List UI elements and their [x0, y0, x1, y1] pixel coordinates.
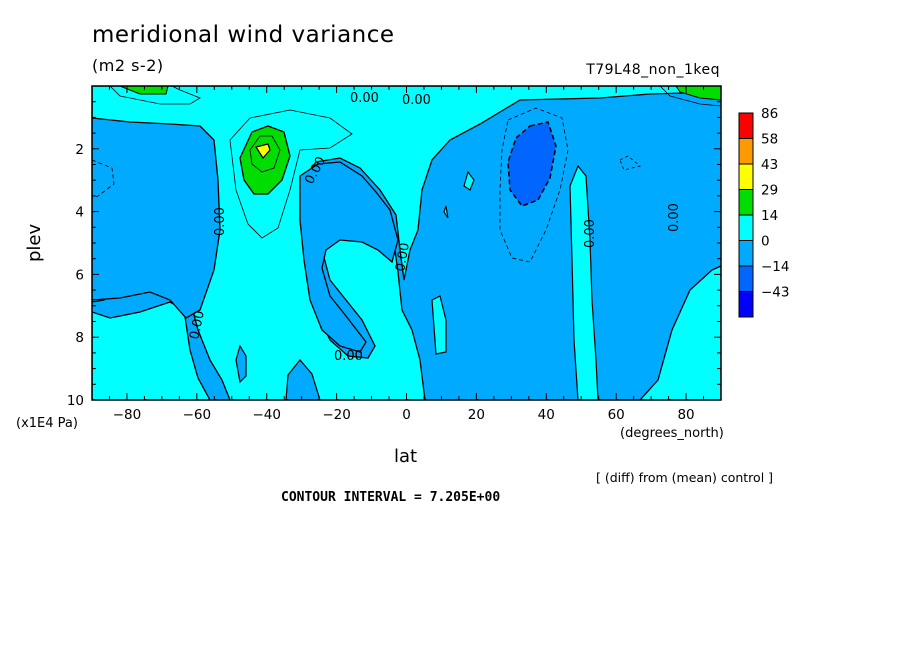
- field-negative-mid: [299, 161, 399, 353]
- y-tick-label: 4: [75, 205, 84, 221]
- y-tick-label: 6: [75, 267, 84, 283]
- contour-label: 0.00: [334, 349, 363, 364]
- colorbar-label: −43: [761, 285, 790, 301]
- field-positive-nub: [463, 170, 475, 191]
- x-axis-label: lat: [394, 446, 418, 467]
- field-negative-blob: [235, 344, 247, 384]
- colorbar-swatch: [738, 214, 754, 241]
- x-tick-labels: −80 −60 −40 −20 0 20 40 60 80: [113, 407, 695, 423]
- y-tick-label: 10: [67, 393, 84, 409]
- x-tick-label: −20: [322, 407, 351, 423]
- colorbar-label: 43: [761, 157, 778, 173]
- field-yellow: [255, 143, 271, 159]
- colorbar-swatch: [738, 163, 754, 190]
- colorbar-swatch: [738, 138, 754, 165]
- x-tick-label: −80: [113, 407, 142, 423]
- colorbar-label: −14: [761, 259, 790, 275]
- contour-dashed-outer: [499, 107, 569, 263]
- contour-green-inner: [249, 135, 281, 173]
- contour-labels: 0.00 0.00 0.00 0.00 0.00 0.00 0.00 0.00 …: [187, 91, 682, 364]
- y-tick-labels: 2 4 6 8 10: [67, 142, 84, 409]
- contour-label: 0.00: [402, 93, 431, 108]
- field-positive-nub2: [443, 205, 449, 219]
- colorbar-swatch: [738, 189, 754, 216]
- x-axis-unit: (degrees_north): [620, 426, 724, 441]
- chart-title: meridional wind variance: [92, 22, 395, 48]
- field-green-ne: [675, 86, 721, 101]
- colorbar-swatch: [738, 112, 754, 139]
- y-tick-label: 8: [75, 330, 84, 346]
- contour-label: 0.00: [187, 309, 208, 340]
- field-positive-bottom: [92, 301, 211, 400]
- x-tick-label: −60: [183, 407, 212, 423]
- colorbar-label: 0: [761, 234, 770, 250]
- chart-units: (m2 s-2): [92, 56, 164, 75]
- field-negative-south: [285, 359, 321, 400]
- colorbar-label: 29: [761, 183, 778, 199]
- field-positive-east: [639, 265, 721, 400]
- contour-dashed-east: [619, 155, 641, 171]
- x-tick-label: 60: [608, 407, 625, 423]
- x-tick-label: 40: [538, 407, 555, 423]
- x-tick-label: −40: [252, 407, 281, 423]
- field-green: [239, 125, 291, 195]
- y-tick-label: 2: [75, 142, 84, 158]
- contour-interval: CONTOUR INTERVAL = 7.205E+00: [281, 490, 501, 505]
- field-strong-negative: [507, 121, 557, 207]
- contour-ne-ring: [659, 86, 721, 107]
- diff-note: [ (diff) from (mean) control ]: [596, 470, 774, 485]
- contour-label: 0.00: [350, 91, 379, 106]
- colorbar-label: 14: [761, 208, 778, 224]
- contour-label: 0.00: [213, 207, 228, 236]
- colorbar-label: 58: [761, 132, 778, 148]
- colorbar-swatch: [738, 291, 754, 318]
- contour-label: 0.00: [667, 203, 682, 232]
- contour-fields: [92, 86, 721, 400]
- x-axis: [91, 86, 722, 400]
- x-tick-label: 80: [677, 407, 694, 423]
- y-axis: [92, 101, 721, 401]
- x-tick-label: 0: [402, 407, 411, 423]
- colorbar: 86 58 43 29 14 0 −14 −43: [738, 106, 790, 318]
- run-label: T79L48_non_1keq: [586, 62, 720, 78]
- contour-label: 0.00: [393, 242, 413, 273]
- colorbar-label: 86: [761, 106, 778, 122]
- contour-thin-ring: [229, 109, 353, 239]
- y-axis-label: plev: [24, 223, 45, 262]
- colorbar-swatch: [738, 265, 754, 292]
- field-negative-west: [92, 117, 221, 319]
- contour-label: 0.00: [583, 219, 598, 248]
- colorbar-swatch: [738, 240, 754, 267]
- x-tick-label: 20: [468, 407, 485, 423]
- contour-dashed-west: [92, 159, 115, 199]
- field-positive-sliver-a: [431, 295, 447, 355]
- field-positive-sliver-b: [569, 164, 599, 400]
- contour-nw-ring: [109, 86, 201, 105]
- y-axis-unit: (x1E4 Pa): [16, 416, 78, 431]
